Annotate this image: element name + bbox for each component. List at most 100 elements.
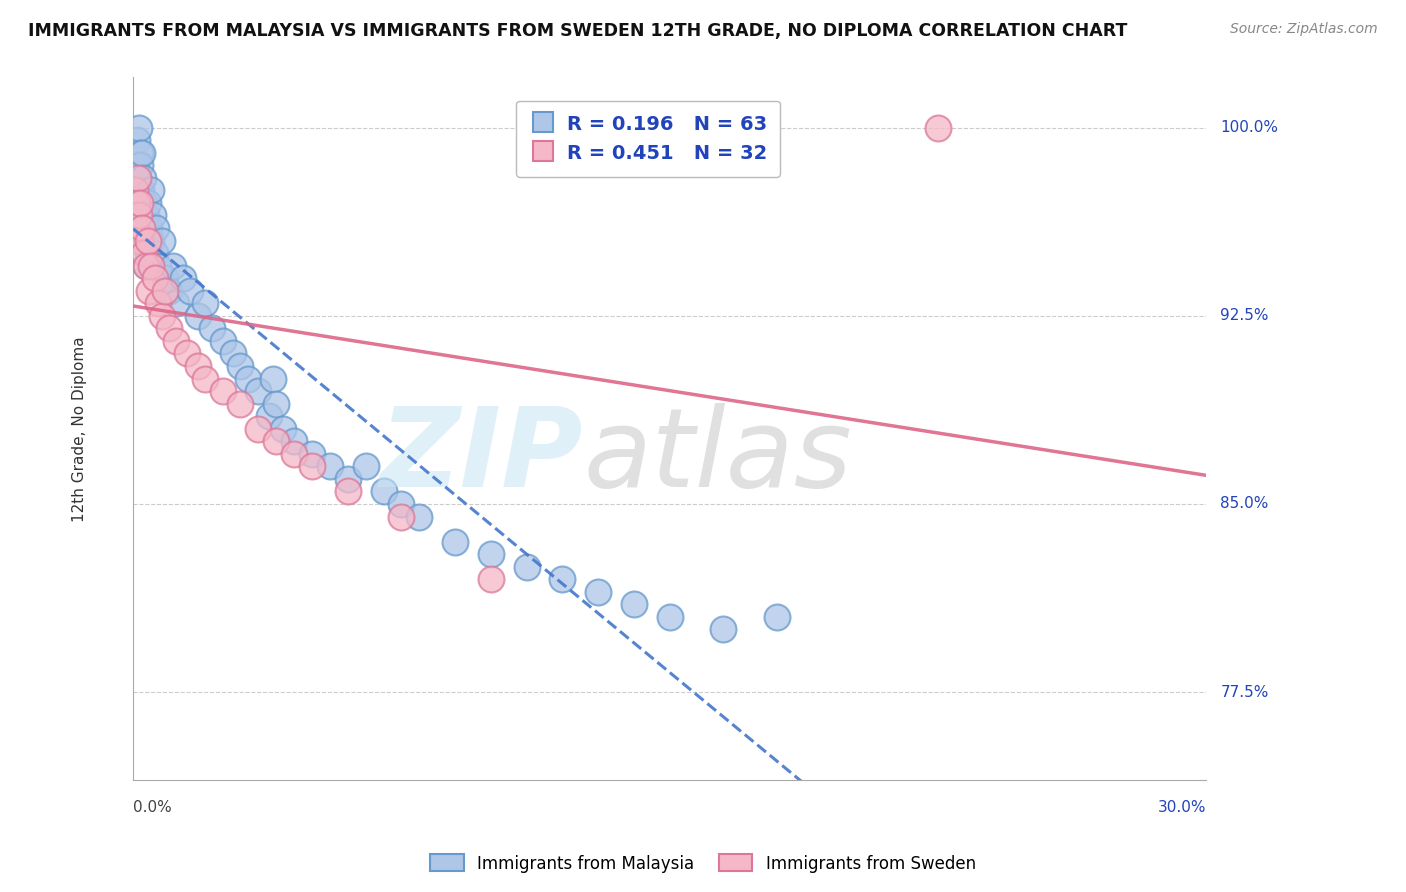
Point [124,195,146,210]
Text: 100.0%: 100.0% [1220,120,1278,135]
Point [139,183,162,197]
Point [128,209,150,223]
Point [319,459,342,474]
Point [586,584,609,599]
Point [131,145,153,160]
Point [129,221,152,235]
Point [391,509,413,524]
Point [145,221,167,235]
Point [247,422,270,436]
Point [408,509,430,524]
Point [211,334,233,348]
Point [128,234,150,248]
Point [138,221,160,235]
Point [201,321,224,335]
Point [136,234,159,248]
Text: Source: ZipAtlas.com: Source: ZipAtlas.com [1230,22,1378,37]
Point [129,183,152,197]
Point [194,371,217,385]
Point [124,183,146,197]
Text: atlas: atlas [583,403,852,510]
Point [128,120,150,135]
Point [176,346,198,360]
Point [125,158,148,172]
Point [143,271,166,285]
Point [283,434,305,449]
Point [179,284,201,298]
Point [155,284,177,298]
Point [131,221,153,235]
Point [172,271,194,285]
Point [139,234,162,248]
Point [132,170,155,185]
Point [129,158,152,172]
Text: 77.5%: 77.5% [1220,685,1268,699]
Point [148,296,170,310]
Point [138,284,160,298]
Point [150,309,173,323]
Point [165,334,187,348]
Point [136,246,159,260]
Point [301,459,323,474]
Point [165,296,187,310]
Point [132,195,155,210]
Point [444,534,467,549]
Point [194,296,217,310]
Point [128,183,150,197]
Point [264,434,287,449]
Point [187,359,209,373]
Text: 85.0%: 85.0% [1220,497,1268,511]
Point [623,597,645,611]
Point [247,384,270,398]
Point [354,459,377,474]
Point [125,195,148,210]
Point [264,396,287,410]
Point [187,309,209,323]
Point [131,209,153,223]
Point [516,559,538,574]
Point [257,409,280,424]
Point [336,472,359,486]
Text: 0.0%: 0.0% [134,800,172,815]
Point [658,610,681,624]
Point [135,209,157,223]
Point [125,209,148,223]
Point [927,120,949,135]
Point [551,572,574,586]
Point [211,384,233,398]
Point [139,259,162,273]
Point [162,259,184,273]
Point [127,170,149,185]
Point [135,259,157,273]
Point [136,195,159,210]
Point [766,610,789,624]
Point [222,346,245,360]
Point [155,271,177,285]
Point [391,497,413,511]
Point [127,170,149,185]
Point [135,259,157,273]
Point [373,484,395,499]
Point [132,234,155,248]
Point [129,195,152,210]
Text: ZIP: ZIP [380,403,583,510]
Text: 12th Grade, No Diploma: 12th Grade, No Diploma [72,336,87,522]
Text: IMMIGRANTS FROM MALAYSIA VS IMMIGRANTS FROM SWEDEN 12TH GRADE, NO DIPLOMA CORREL: IMMIGRANTS FROM MALAYSIA VS IMMIGRANTS F… [28,22,1128,40]
Point [236,371,259,385]
Point [262,371,284,385]
Point [143,246,166,260]
Point [711,623,734,637]
Point [229,359,252,373]
Point [479,547,502,561]
Point [150,234,173,248]
Point [157,284,180,298]
Point [142,209,165,223]
Point [125,133,148,147]
Point [148,259,170,273]
Point [479,572,502,586]
Text: 92.5%: 92.5% [1220,309,1268,323]
Point [273,422,295,436]
Point [336,484,359,499]
Point [283,447,305,461]
Point [301,447,323,461]
